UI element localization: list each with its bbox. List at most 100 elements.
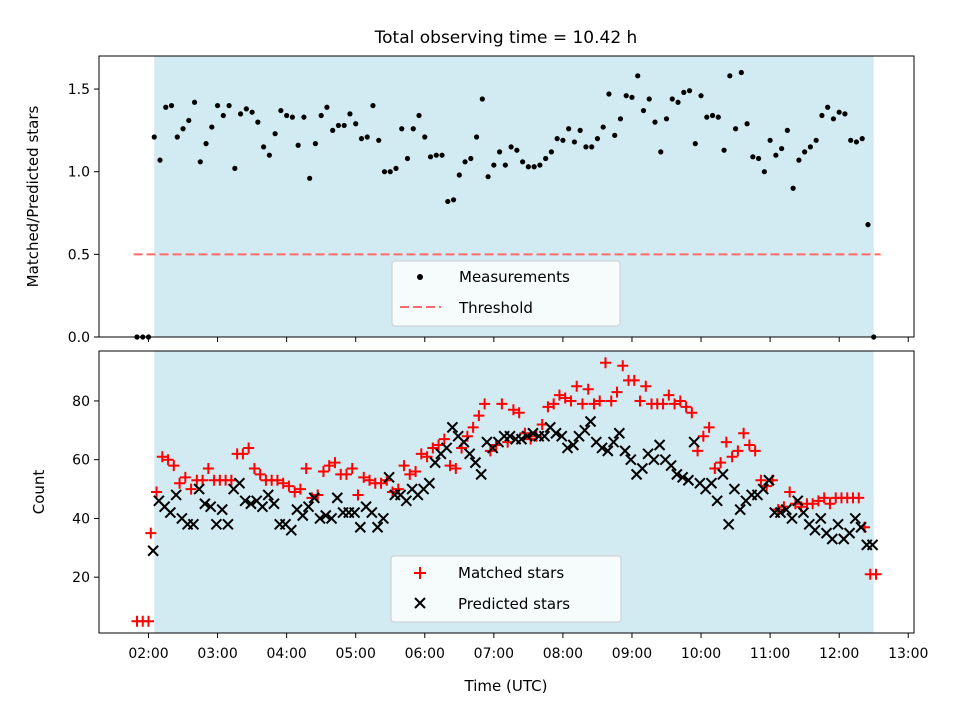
legend-matched-marker	[414, 567, 426, 579]
matched-star-point	[248, 463, 260, 474]
matched-star-point	[582, 383, 594, 395]
predicted-star-point	[458, 436, 470, 448]
y-tick-label: 60	[72, 453, 90, 469]
matched-star-point	[824, 498, 836, 510]
legend-predicted-marker	[414, 597, 426, 609]
bottom-x-ticks: 02:00 03:00 04:00 05:00 06:00 07:00 08:00 09:00…	[128, 633, 928, 662]
measurement-point	[675, 99, 681, 105]
measurement-point	[508, 144, 514, 150]
measurement-point	[462, 159, 468, 165]
measurement-point	[284, 112, 290, 119]
predicted-star-point	[613, 427, 626, 439]
matched-star-point	[243, 442, 255, 454]
measurement-point	[163, 104, 169, 110]
matched-star-point	[254, 468, 266, 480]
matched-star-point	[697, 430, 709, 442]
matched-star-point	[559, 392, 571, 404]
measurement-point	[410, 126, 416, 132]
measurement-point	[376, 137, 382, 143]
measurement-point	[594, 136, 601, 142]
matched-star-point	[185, 483, 197, 495]
measurement-point	[186, 117, 192, 124]
measurement-point	[301, 114, 307, 120]
predicted-star-point	[579, 424, 591, 437]
matched-star-point	[663, 389, 675, 401]
x-tick-label: 03:00	[197, 646, 237, 662]
matched-star-point	[726, 451, 738, 463]
measurement-point	[583, 144, 589, 150]
predicted-star-point	[314, 512, 326, 525]
y-tick-label: 20	[72, 570, 90, 586]
predicted-star-point	[239, 495, 251, 507]
matched-star-point	[438, 433, 450, 445]
bottom-legend-box	[390, 555, 622, 623]
matched-star-point	[271, 474, 283, 486]
matched-star-point	[329, 457, 341, 469]
x-tick-label: 04:00	[266, 646, 306, 662]
matched-star-point	[571, 380, 583, 392]
measurement-point	[318, 112, 324, 119]
measurement-point	[853, 139, 860, 145]
x-tick-label: 12:00	[819, 646, 859, 662]
predicted-star-point	[354, 521, 367, 533]
predicted-star-point	[475, 468, 487, 481]
predicted-star-point	[826, 533, 838, 545]
predicted-star-point	[469, 456, 482, 469]
measurement-point	[692, 141, 698, 147]
predicted-star-point	[383, 471, 395, 484]
matched-star-point	[496, 398, 508, 410]
matched-star-point	[404, 468, 416, 480]
measurement-point	[629, 94, 635, 100]
matched-star-point	[680, 401, 692, 413]
predicted-stars-points	[147, 415, 879, 557]
measurement-point	[479, 96, 485, 102]
measurement-point	[744, 121, 750, 127]
predicted-star-point	[671, 468, 683, 481]
matched-star-point	[513, 407, 525, 419]
matched-star-point	[686, 407, 698, 419]
x-tick-label: 13:00	[888, 646, 928, 662]
measurement-point	[721, 147, 727, 153]
measurement-point	[278, 107, 284, 114]
bottom-axes-frame	[98, 350, 915, 634]
matched-star-point	[818, 492, 830, 504]
measurement-point	[577, 127, 583, 133]
measurement-point	[255, 119, 261, 125]
measurement-point	[548, 149, 554, 155]
matched-star-point	[358, 471, 370, 483]
predicted-star-point	[584, 415, 597, 428]
predicted-star-point	[515, 433, 528, 445]
matched-star-point	[743, 439, 755, 451]
matched-star-point	[709, 463, 721, 474]
measurement-point	[571, 139, 578, 145]
predicted-star-point	[216, 503, 228, 516]
measurement-point	[589, 144, 595, 150]
predicted-star-point	[446, 421, 459, 434]
predicted-star-point	[325, 512, 338, 525]
top-legend: Measurements Threshold	[391, 260, 621, 327]
predicted-star-point	[786, 512, 798, 525]
matched-star-point	[576, 398, 588, 410]
matched-star-point	[283, 480, 295, 492]
matched-star-point	[162, 454, 174, 466]
measurement-point	[456, 172, 462, 178]
x-tick-label: 02:00	[128, 646, 168, 662]
measurement-point	[669, 96, 675, 102]
measurement-point	[180, 126, 186, 132]
predicted-star-point	[567, 439, 579, 451]
predicted-star-point	[792, 495, 804, 507]
measurement-point	[842, 111, 848, 117]
figure-title: Total observing time = 10.42 h	[374, 28, 638, 48]
predicted-star-point	[717, 468, 729, 481]
predicted-star-point	[774, 506, 787, 519]
matched-star-point	[398, 460, 410, 472]
top-panel: 0.0 0.5 1.0 1.5 Matched/Predicted stars Mea…	[24, 55, 915, 346]
measurement-point	[404, 155, 411, 162]
matched-star-point	[617, 360, 629, 372]
predicted-star-point	[377, 512, 390, 525]
measurement-point	[168, 102, 175, 109]
predicted-star-point	[832, 518, 844, 531]
bottom-legend: Matched stars Predicted stars	[390, 555, 622, 623]
matched-star-point	[479, 398, 491, 410]
